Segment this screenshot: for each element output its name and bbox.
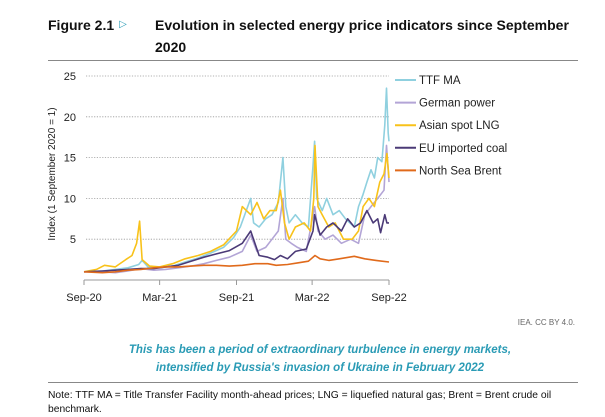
y-axis-label: Index (1 September 2020 = 1) [47, 107, 58, 240]
y-tick-label: 5 [70, 234, 76, 246]
legend-label: EU imported coal [419, 143, 507, 155]
series-line-ttf-ma [83, 87, 390, 273]
series-line-asian-spot-lng [83, 144, 390, 273]
figure-heading: Figure 2.1 ▷ [48, 14, 127, 36]
legend-label: North Sea Brent [419, 165, 502, 177]
x-tick-label: Mar-22 [295, 292, 330, 304]
x-tick-label: Sep-21 [219, 292, 254, 304]
y-tick-label: 10 [64, 193, 76, 205]
legend-label: TTF MA [419, 75, 461, 87]
x-tick-label: Sep-22 [371, 292, 406, 304]
bottom-divider [48, 382, 578, 383]
series-line-north-sea-brent [83, 254, 390, 274]
series-line-german-power [84, 144, 390, 274]
triangle-right-icon: ▷ [119, 19, 127, 30]
series-line-eu-imported-coal [83, 209, 389, 273]
note: Note: TTF MA = Title Transfer Facility m… [48, 390, 552, 415]
y-tick-label: 25 [64, 71, 76, 83]
caption-line-1: This has been a period of extraordinary … [128, 344, 512, 356]
legend-label: Asian spot LNG [419, 120, 500, 132]
top-divider [48, 60, 578, 61]
chart: 5 10 15 20 25 Sep-20 Mar-21 Sep-21 Mar-22 Sep-22… [47, 71, 507, 304]
chart-title: Evolution in selected energy price indic… [155, 17, 569, 55]
y-tick-label: 20 [64, 112, 76, 124]
y-tick-label: 15 [64, 153, 76, 165]
x-tick-label: Mar-21 [142, 292, 177, 304]
caption: This has been a period of extraordinary … [60, 341, 580, 377]
caption-line-2: intensified by Russia's invasion of Ukra… [155, 362, 485, 374]
legend-label: German power [419, 98, 495, 110]
x-tick-label: Sep-20 [66, 292, 101, 304]
figure-label: Figure 2.1 [48, 17, 115, 33]
source-credit: IEA. CC BY 4.0. [517, 318, 575, 327]
